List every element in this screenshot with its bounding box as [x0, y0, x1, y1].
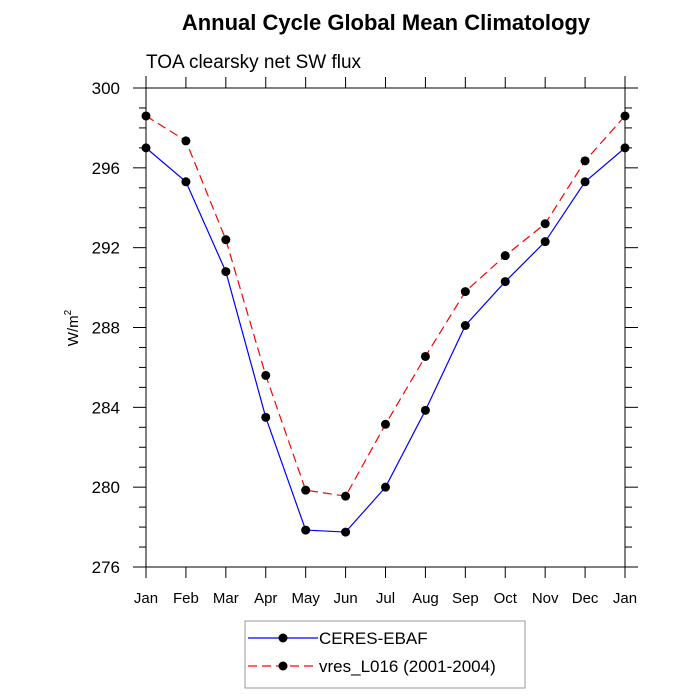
- data-point-series-1: [540, 237, 550, 247]
- x-tick-label: Sep: [452, 590, 479, 607]
- x-tick-label: Oct: [494, 590, 518, 607]
- y-axis-label-text: W/m: [65, 315, 82, 346]
- y-tick-label: 296: [92, 159, 120, 178]
- x-tick-label: Jul: [376, 590, 395, 607]
- data-point-series-1: [500, 277, 510, 287]
- data-point-series-1: [141, 143, 151, 153]
- data-point-series-1: [221, 267, 231, 277]
- chart-title: Annual Cycle Global Mean Climatology: [182, 10, 591, 35]
- data-point-series-2: [341, 491, 351, 501]
- x-tick-label: Nov: [532, 590, 559, 607]
- data-point-series-1: [261, 412, 271, 422]
- y-tick-label: 288: [92, 319, 120, 338]
- y-tick-label: 284: [92, 398, 120, 417]
- y-axis-label: W/m2: [63, 309, 82, 346]
- x-tick-label: Jun: [333, 590, 357, 607]
- series-line-2: [145, 115, 626, 497]
- y-axis-label-superscript: 2: [63, 309, 74, 315]
- data-point-series-2: [301, 485, 311, 495]
- x-tick-label: Jan: [613, 590, 637, 607]
- y-tick-label: 300: [92, 79, 120, 98]
- data-point-series-2: [261, 370, 271, 380]
- x-tick-label: Apr: [254, 590, 277, 607]
- data-point-series-1: [301, 525, 311, 535]
- data-point-series-2: [141, 111, 151, 121]
- legend-label-2: vres_L016 (2001-2004): [319, 657, 496, 676]
- data-point-series-1: [620, 143, 630, 153]
- data-point-series-1: [381, 482, 390, 492]
- data-point-series-2: [620, 111, 630, 121]
- y-tick-label: 280: [92, 478, 120, 497]
- data-point-series-2: [381, 419, 390, 429]
- chart-subtitle: TOA clearsky net SW flux: [146, 52, 362, 73]
- data-point-series-1: [460, 321, 470, 331]
- data-point-series-1: [181, 177, 191, 187]
- y-tick-label: 292: [92, 239, 120, 258]
- legend-label-1: CERES-EBAF: [319, 629, 428, 648]
- data-point-series-1: [580, 177, 590, 187]
- axes: Jan Feb Mar Apr May Jun Jul Aug Sep Oct Nov Dec Jan 2…: [63, 76, 638, 607]
- data-point-series-2: [500, 251, 510, 261]
- series-line-1: [145, 147, 626, 533]
- data-point-series-2: [580, 156, 590, 166]
- data-point-series-2: [181, 136, 191, 146]
- data-point-series-1: [341, 527, 351, 537]
- x-tick-label: Feb: [173, 590, 199, 607]
- legend: CERES-EBAF vres_L016 (2001-2004): [244, 620, 526, 689]
- data-point-series-2: [420, 351, 430, 361]
- legend-box: [244, 620, 526, 689]
- x-tick-label: May: [291, 590, 320, 607]
- series-layer: [141, 111, 630, 537]
- data-point-series-2: [221, 235, 231, 245]
- x-tick-label: Aug: [412, 590, 439, 607]
- y-tick-label: 276: [92, 558, 120, 577]
- legend-marker-1: [278, 633, 288, 643]
- legend-marker-2: [278, 661, 288, 671]
- x-tick-label: Mar: [213, 590, 239, 607]
- data-point-series-2: [540, 219, 550, 229]
- x-tick-label: Jan: [134, 590, 158, 607]
- data-point-series-2: [460, 287, 470, 297]
- x-tick-label: Dec: [572, 590, 599, 607]
- data-point-series-1: [420, 405, 430, 415]
